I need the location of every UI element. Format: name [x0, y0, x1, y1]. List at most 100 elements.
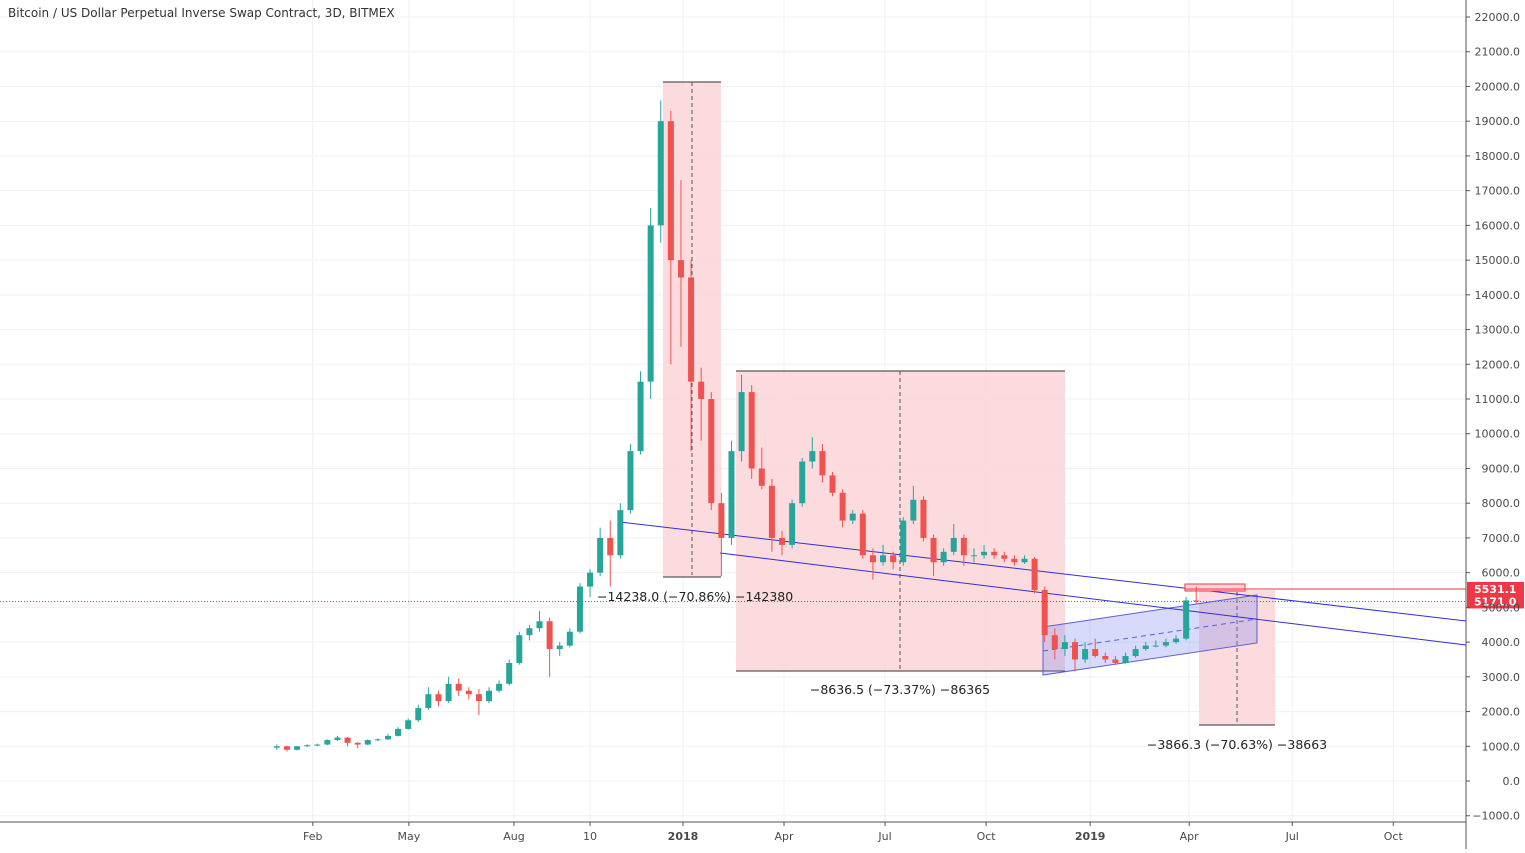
candle-body	[758, 468, 765, 486]
candle-body	[334, 737, 341, 741]
x-tick-label: Apr	[1180, 830, 1200, 843]
candle-body	[779, 537, 786, 545]
candle-body	[1112, 659, 1119, 663]
candle-body	[1041, 590, 1048, 636]
candle-body	[1122, 656, 1129, 663]
candle-body	[1031, 558, 1038, 591]
candle-body	[869, 555, 876, 563]
candle-body	[536, 621, 543, 629]
x-tick-label: Apr	[775, 830, 795, 843]
level-box	[1184, 583, 1246, 592]
y-tick-label: 1000.0	[1482, 740, 1521, 753]
candle-body	[657, 121, 664, 226]
annotation: −3866.3 (−70.63%) −38663	[1147, 737, 1327, 752]
candle-body	[475, 694, 482, 702]
candle-body	[890, 555, 897, 563]
candle-body	[617, 510, 624, 556]
candle-body	[374, 739, 381, 741]
chart-title: Bitcoin / US Dollar Perpetual Inverse Sw…	[8, 6, 395, 20]
candle-body	[920, 499, 927, 538]
candle-body	[981, 551, 988, 556]
y-tick-label: 10000.0	[1475, 428, 1521, 441]
candle-body	[556, 645, 563, 650]
candle-body	[728, 451, 735, 538]
y-tick-label: 15000.0	[1475, 254, 1521, 267]
candle-body	[445, 683, 452, 702]
candle-body	[324, 740, 331, 745]
y-tick-label: 14000.0	[1475, 289, 1521, 302]
candle-body	[859, 513, 866, 556]
candle-body	[688, 277, 695, 382]
x-tick-label: Jul	[1285, 830, 1299, 843]
candle-body	[768, 485, 775, 538]
candle-body	[607, 537, 614, 556]
y-tick-label: 6000.0	[1482, 567, 1521, 580]
candle-body	[1132, 649, 1139, 657]
candle-body	[839, 492, 846, 521]
candle-body	[344, 737, 351, 743]
candle-body	[435, 694, 442, 702]
y-tick-label: 2000.0	[1482, 706, 1521, 719]
x-tick-label: 2019	[1075, 830, 1106, 843]
candle-body	[304, 745, 311, 747]
candle-body	[819, 451, 826, 476]
channel-mid	[1042, 618, 1258, 652]
x-tick-label: Feb	[303, 830, 322, 843]
candle-body	[273, 746, 280, 748]
annotation: −8636.5 (−73.37%) −86365	[810, 682, 990, 697]
candle-body	[587, 572, 594, 587]
price-label-box	[1467, 581, 1524, 596]
candle-body	[1193, 600, 1200, 602]
candle-body	[1162, 642, 1169, 646]
y-tick-label: 16000.0	[1475, 219, 1521, 232]
candle-body	[1092, 649, 1099, 657]
candle-body	[930, 537, 937, 563]
candle-body	[384, 735, 391, 740]
x-tick-label: May	[398, 830, 421, 843]
y-tick-label: 19000.0	[1475, 115, 1521, 128]
candle-body	[647, 225, 654, 382]
candle-body	[738, 392, 745, 452]
candle-body	[1142, 645, 1149, 650]
candle-body	[597, 537, 604, 573]
candle-body	[496, 683, 503, 691]
x-tick-label: Oct	[977, 830, 997, 843]
candle-body	[718, 503, 725, 538]
price-label-box	[1467, 594, 1524, 609]
candle-body	[1071, 642, 1078, 660]
candle-body	[455, 683, 462, 691]
candle-body	[425, 694, 432, 709]
candle-body	[576, 586, 583, 632]
candle-body	[1173, 638, 1180, 643]
candle-body	[465, 690, 472, 695]
y-tick-label: 4000.0	[1482, 636, 1521, 649]
y-tick-label: 18000.0	[1475, 150, 1521, 163]
y-tick-label: 12000.0	[1475, 358, 1521, 371]
candle-body	[486, 690, 493, 702]
price-label: 5531.1	[1474, 583, 1516, 596]
price-label: 5171.0	[1474, 595, 1517, 608]
y-tick-label: 9000.0	[1482, 462, 1521, 475]
x-tick-label: Oct	[1384, 830, 1404, 843]
candle-body	[364, 740, 371, 745]
candle-body	[506, 662, 513, 684]
candle-body	[789, 503, 796, 545]
candle-body	[294, 746, 301, 750]
candle-body	[283, 746, 290, 750]
candle-body	[637, 381, 644, 452]
candle-body	[900, 520, 907, 563]
candle-body	[849, 513, 856, 521]
y-tick-label: 3000.0	[1482, 671, 1521, 684]
trend-line	[619, 521, 1467, 622]
candle-body	[748, 392, 755, 469]
candle-body	[1082, 649, 1089, 660]
candle-body	[526, 628, 533, 636]
y-tick-label: 5000.0	[1482, 601, 1521, 614]
candle-body	[708, 399, 715, 504]
candle-body	[880, 555, 887, 563]
candle-body	[1021, 558, 1028, 563]
trend-line	[719, 552, 1467, 646]
candle-body	[1001, 555, 1008, 559]
